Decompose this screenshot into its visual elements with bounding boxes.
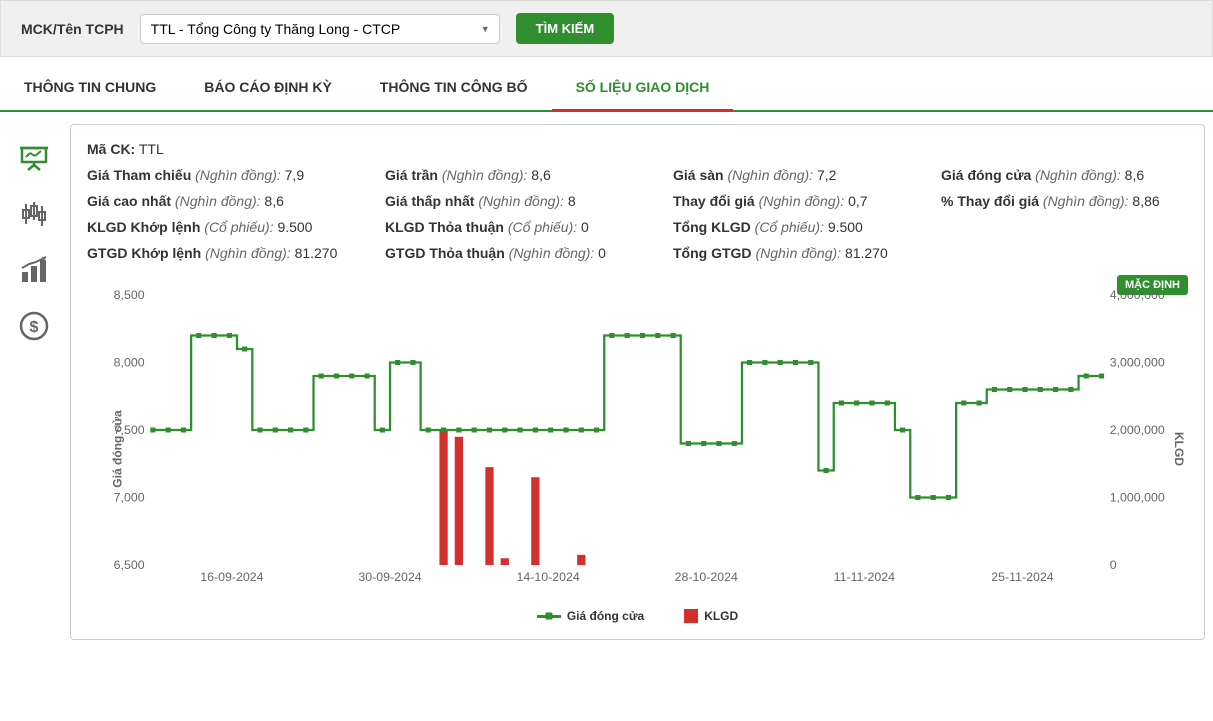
stat-item: Tổng KLGD (Cổ phiếu): 9.500 [673, 219, 933, 235]
legend: Giá đóng cửa KLGD [87, 609, 1188, 623]
stat-item: Giá thấp nhất (Nghìn đồng): 8 [385, 193, 665, 209]
stat-item: Giá sàn (Nghìn đồng): 7,2 [673, 167, 933, 183]
dollar-icon[interactable]: $ [18, 310, 50, 342]
presentation-icon[interactable] [18, 142, 50, 174]
tab-3[interactable]: SỐ LIỆU GIAO DỊCH [552, 65, 734, 112]
stat-item: KLGD Thỏa thuận (Cổ phiếu): 0 [385, 219, 665, 235]
tab-2[interactable]: THÔNG TIN CÔNG BỐ [356, 65, 552, 110]
svg-text:8,500: 8,500 [114, 288, 145, 302]
bar-chart-icon[interactable] [18, 254, 50, 286]
stat-item: GTGD Khớp lệnh (Nghìn đồng): 81.270 [87, 245, 377, 261]
stat-item: Giá Tham chiếu (Nghìn đồng): 7,9 [87, 167, 377, 183]
svg-text:2,000,000: 2,000,000 [1110, 423, 1165, 437]
stock-dropdown[interactable]: TTL - Tổng Công ty Thăng Long - CTCP [140, 14, 500, 44]
svg-text:14-10-2024: 14-10-2024 [517, 570, 580, 584]
legend-item: KLGD [684, 609, 738, 623]
stock-code: TTL [139, 141, 164, 157]
chart-container: MẶC ĐỊNH Giá đóng cửa KLGD 6,5007,0007,5… [87, 275, 1188, 623]
side-nav: $ [0, 124, 70, 640]
stat-item: GTGD Thỏa thuận (Nghìn đồng): 0 [385, 245, 665, 261]
main: $ Mã CK: TTL Giá Tham chiếu (Nghìn đồng)… [0, 124, 1213, 640]
svg-text:30-09-2024: 30-09-2024 [358, 570, 421, 584]
tab-0[interactable]: THÔNG TIN CHUNG [0, 65, 180, 110]
stat-item: Thay đổi giá (Nghìn đồng): 0,7 [673, 193, 933, 209]
stats-grid: Giá Tham chiếu (Nghìn đồng): 7,9 Giá trần… [87, 167, 1188, 261]
stock-select[interactable]: TTL - Tổng Công ty Thăng Long - CTCP [140, 14, 500, 44]
legend-item: Giá đóng cửa [537, 609, 644, 623]
stat-item: Giá cao nhất (Nghìn đồng): 8,6 [87, 193, 377, 209]
stock-header: Mã CK: TTL [87, 141, 1188, 157]
tab-1[interactable]: BÁO CÁO ĐỊNH KỲ [180, 65, 356, 110]
stat-item: KLGD Khớp lệnh (Cổ phiếu): 9.500 [87, 219, 377, 235]
svg-text:0: 0 [1110, 558, 1117, 572]
stat-item [941, 245, 1188, 261]
svg-text:25-11-2024: 25-11-2024 [991, 570, 1054, 584]
svg-text:16-09-2024: 16-09-2024 [200, 570, 263, 584]
stat-item: Giá trần (Nghìn đồng): 8,6 [385, 167, 665, 183]
svg-text:4,000,000: 4,000,000 [1110, 288, 1165, 302]
candlestick-icon[interactable] [18, 198, 50, 230]
svg-text:7,000: 7,000 [114, 491, 145, 505]
svg-text:$: $ [30, 319, 39, 336]
search-button[interactable]: TÌM KIẾM [516, 13, 615, 44]
svg-text:1,000,000: 1,000,000 [1110, 491, 1165, 505]
search-bar: MCK/Tên TCPH TTL - Tổng Công ty Thăng Lo… [0, 0, 1213, 57]
stat-item: Giá đóng cửa (Nghìn đồng): 8,6 [941, 167, 1188, 183]
stat-item: Tổng GTGD (Nghìn đồng): 81.270 [673, 245, 933, 261]
svg-text:28-10-2024: 28-10-2024 [675, 570, 738, 584]
stat-item [941, 219, 1188, 235]
chart: 6,500 7,000 7,500 8,000 8,500 0 1,000,000 2,000… [91, 275, 1184, 605]
svg-text:11-11-2024: 11-11-2024 [834, 570, 896, 584]
svg-text:7,500: 7,500 [114, 423, 145, 437]
chart-svg: 6,500 7,000 7,500 8,000 8,500 0 1,000,000 2,000… [91, 275, 1184, 605]
search-label: MCK/Tên TCPH [21, 21, 124, 37]
stat-item: % Thay đổi giá (Nghìn đồng): 8,86 [941, 193, 1188, 209]
stock-code-label: Mã CK: [87, 141, 135, 157]
svg-text:8,000: 8,000 [114, 356, 145, 370]
svg-text:6,500: 6,500 [114, 558, 145, 572]
tabs: THÔNG TIN CHUNGBÁO CÁO ĐỊNH KỲTHÔNG TIN … [0, 65, 1213, 112]
svg-text:3,000,000: 3,000,000 [1110, 356, 1165, 370]
content-panel: Mã CK: TTL Giá Tham chiếu (Nghìn đồng): … [70, 124, 1205, 640]
